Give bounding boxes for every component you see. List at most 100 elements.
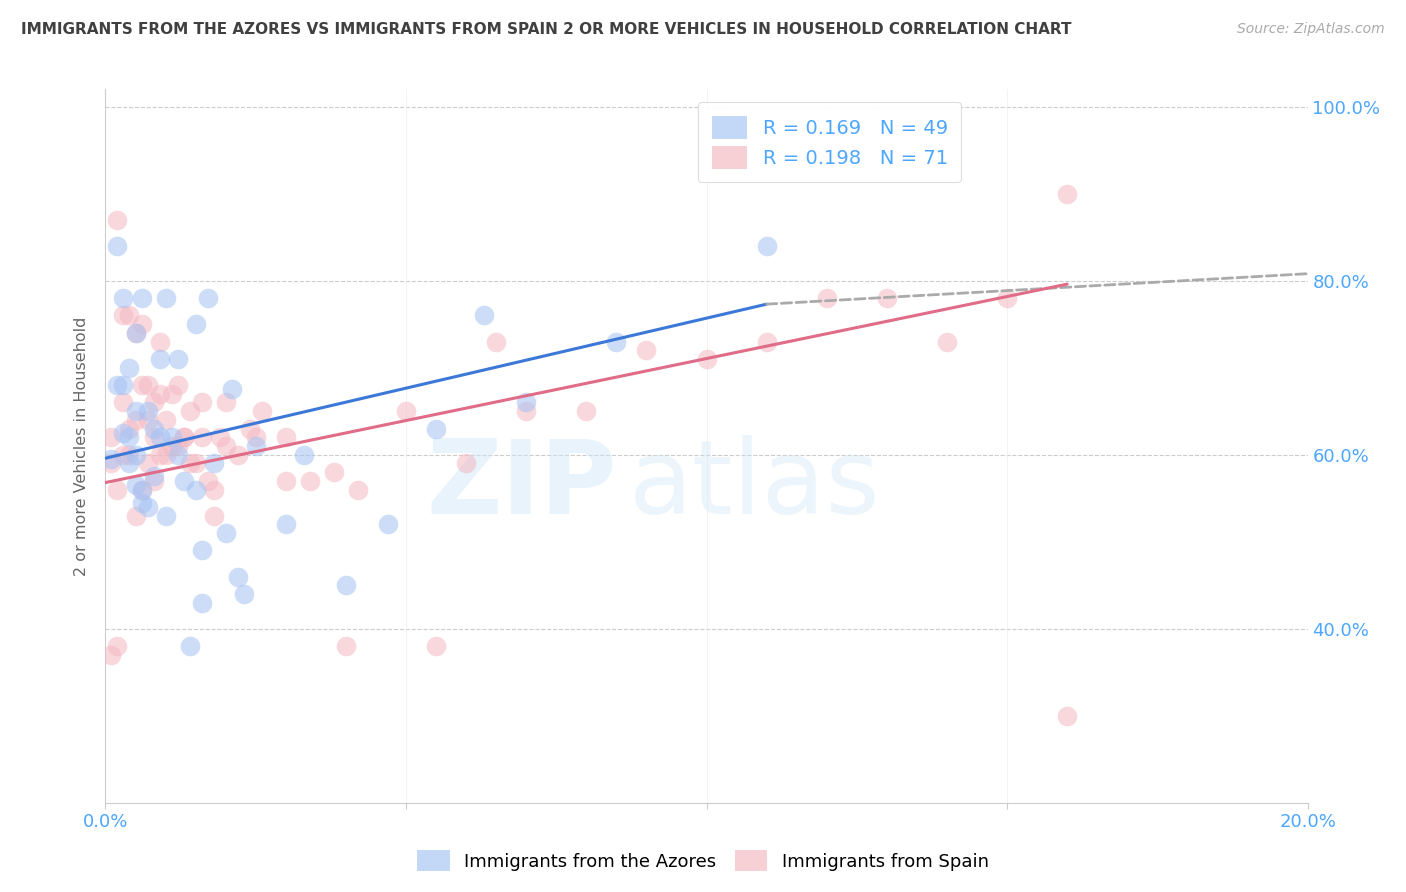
Point bbox=[425, 421, 447, 435]
Point bbox=[472, 309, 495, 323]
Point bbox=[131, 483, 153, 497]
Point bbox=[245, 439, 267, 453]
Point bbox=[124, 478, 146, 492]
Point bbox=[232, 587, 254, 601]
Point bbox=[112, 448, 135, 462]
Point bbox=[112, 425, 135, 440]
Point bbox=[347, 483, 370, 497]
Point bbox=[454, 457, 477, 471]
Point bbox=[274, 430, 297, 444]
Point bbox=[226, 448, 249, 462]
Point bbox=[173, 430, 195, 444]
Point bbox=[107, 378, 129, 392]
Point bbox=[575, 404, 598, 418]
Point bbox=[131, 378, 153, 392]
Point bbox=[636, 343, 658, 358]
Point bbox=[221, 383, 243, 397]
Point bbox=[160, 430, 183, 444]
Point bbox=[335, 639, 357, 653]
Text: Source: ZipAtlas.com: Source: ZipAtlas.com bbox=[1237, 22, 1385, 37]
Point bbox=[250, 404, 273, 418]
Point bbox=[124, 448, 146, 462]
Point bbox=[131, 291, 153, 305]
Point bbox=[155, 448, 177, 462]
Point bbox=[124, 404, 146, 418]
Point bbox=[160, 386, 183, 401]
Point bbox=[190, 395, 212, 409]
Point bbox=[515, 404, 537, 418]
Point bbox=[202, 508, 225, 523]
Point bbox=[118, 360, 141, 375]
Point bbox=[184, 457, 207, 471]
Point bbox=[142, 430, 165, 444]
Point bbox=[239, 421, 262, 435]
Point bbox=[173, 474, 195, 488]
Point bbox=[131, 483, 153, 497]
Text: IMMIGRANTS FROM THE AZORES VS IMMIGRANTS FROM SPAIN 2 OR MORE VEHICLES IN HOUSEH: IMMIGRANTS FROM THE AZORES VS IMMIGRANTS… bbox=[21, 22, 1071, 37]
Point bbox=[131, 317, 153, 331]
Point bbox=[136, 404, 159, 418]
Point bbox=[179, 404, 201, 418]
Point bbox=[755, 239, 778, 253]
Point bbox=[485, 334, 508, 349]
Point bbox=[202, 483, 225, 497]
Point bbox=[160, 439, 183, 453]
Point bbox=[696, 351, 718, 366]
Point bbox=[107, 483, 129, 497]
Point bbox=[148, 351, 170, 366]
Point bbox=[197, 291, 219, 305]
Point bbox=[335, 578, 357, 592]
Point bbox=[136, 413, 159, 427]
Point bbox=[605, 334, 627, 349]
Point bbox=[100, 430, 122, 444]
Point bbox=[292, 448, 315, 462]
Point bbox=[173, 430, 195, 444]
Point bbox=[166, 351, 188, 366]
Point bbox=[214, 439, 236, 453]
Point bbox=[815, 291, 838, 305]
Point bbox=[100, 457, 122, 471]
Point bbox=[155, 291, 177, 305]
Point bbox=[1056, 186, 1078, 201]
Point bbox=[100, 452, 122, 467]
Point bbox=[112, 378, 135, 392]
Point bbox=[202, 457, 225, 471]
Point bbox=[226, 569, 249, 583]
Point bbox=[377, 517, 399, 532]
Point bbox=[142, 474, 165, 488]
Legend: Immigrants from the Azores, Immigrants from Spain: Immigrants from the Azores, Immigrants f… bbox=[411, 843, 995, 879]
Point bbox=[245, 430, 267, 444]
Point bbox=[124, 508, 146, 523]
Point bbox=[515, 395, 537, 409]
Point bbox=[136, 378, 159, 392]
Point bbox=[142, 469, 165, 483]
Point bbox=[112, 395, 135, 409]
Point bbox=[214, 526, 236, 541]
Point bbox=[184, 317, 207, 331]
Point bbox=[1056, 708, 1078, 723]
Text: ZIP: ZIP bbox=[426, 434, 616, 536]
Point bbox=[166, 448, 188, 462]
Point bbox=[166, 439, 188, 453]
Point bbox=[274, 517, 297, 532]
Y-axis label: 2 or more Vehicles in Household: 2 or more Vehicles in Household bbox=[75, 317, 90, 575]
Point bbox=[155, 413, 177, 427]
Point bbox=[395, 404, 418, 418]
Legend: R = 0.169   N = 49, R = 0.198   N = 71: R = 0.169 N = 49, R = 0.198 N = 71 bbox=[699, 103, 962, 182]
Point bbox=[214, 395, 236, 409]
Point bbox=[142, 421, 165, 435]
Point bbox=[274, 474, 297, 488]
Point bbox=[936, 334, 959, 349]
Point bbox=[118, 430, 141, 444]
Point bbox=[124, 326, 146, 340]
Point bbox=[155, 508, 177, 523]
Point bbox=[118, 309, 141, 323]
Point bbox=[136, 500, 159, 514]
Point bbox=[148, 430, 170, 444]
Point bbox=[190, 543, 212, 558]
Point bbox=[190, 430, 212, 444]
Point bbox=[166, 378, 188, 392]
Point bbox=[197, 474, 219, 488]
Point bbox=[148, 386, 170, 401]
Point bbox=[142, 395, 165, 409]
